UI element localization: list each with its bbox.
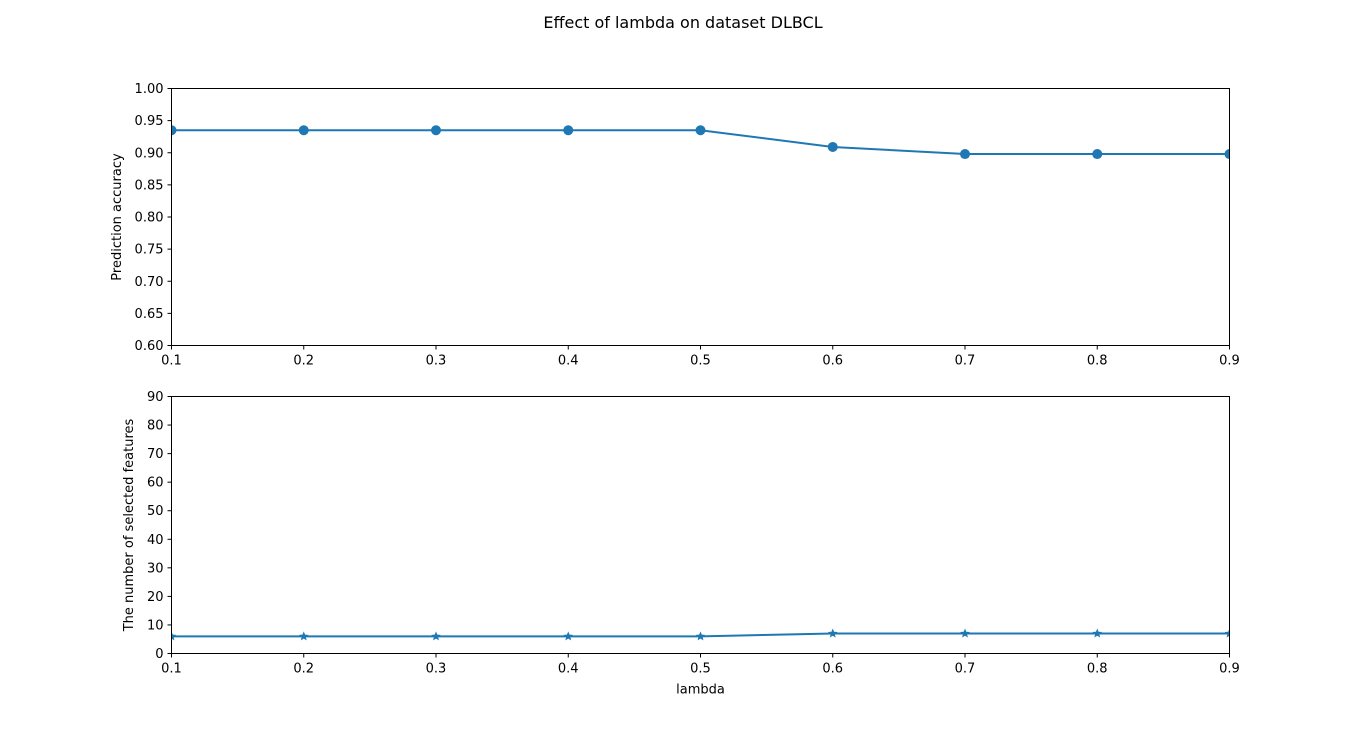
features-plot-area [171, 628, 1230, 641]
features-data-point [960, 628, 970, 638]
accuracy-plot-area [171, 125, 1230, 160]
y-tick-label: 0.70 [135, 275, 164, 290]
x-tick-label: 0.5 [690, 354, 711, 369]
accuracy-data-point [298, 125, 309, 136]
accuracy-x-axis: 0.1 0.2 0.3 0.4 0.5 0.6 0.7 0.8 0.9 [161, 345, 1240, 369]
y-tick-label: 60 [147, 476, 164, 491]
x-tick-label: 0.9 [1219, 354, 1240, 369]
y-tick-label: 30 [147, 561, 164, 576]
features-data-point [1092, 628, 1103, 638]
y-tick-label: 0.85 [135, 178, 164, 193]
x-tick-label: 0.9 [1219, 662, 1240, 677]
y-tick-label: 80 [147, 419, 164, 434]
y-tick-label: 1.00 [135, 82, 164, 97]
y-tick-label: 0.60 [135, 339, 164, 354]
y-tick-label: 40 [147, 533, 164, 548]
accuracy-data-point [695, 125, 706, 136]
x-tick-label: 0.3 [426, 354, 447, 369]
x-tick-label: 0.4 [558, 354, 579, 369]
y-tick-label: 0.75 [135, 243, 164, 258]
features-data-point [298, 631, 309, 641]
y-tick-label: 90 [147, 390, 164, 405]
accuracy-data-point [171, 125, 177, 136]
x-tick-label: 0.7 [955, 354, 976, 369]
accuracy-data-point [827, 141, 838, 152]
features-data-point [827, 628, 838, 638]
y-tick-label: 10 [147, 618, 164, 633]
features-data-point [1224, 628, 1230, 638]
x-tick-label: 0.5 [690, 662, 711, 677]
y-tick-label: 0 [155, 647, 163, 662]
features-y-axis: 0 10 20 30 40 50 60 70 80 90 [147, 390, 172, 662]
features-x-axis: 0.1 0.2 0.3 0.4 0.5 0.6 0.7 0.8 0.9 [161, 653, 1240, 677]
accuracy-data-point [431, 125, 441, 136]
y-tick-label: 0.65 [135, 307, 164, 322]
x-tick-label: 0.4 [558, 662, 579, 677]
x-tick-label: 0.3 [426, 662, 447, 677]
accuracy-data-point [1092, 149, 1103, 160]
y-tick-label: 0.90 [135, 146, 164, 161]
features-data-point [171, 631, 177, 641]
y-tick-label: 0.80 [135, 211, 164, 226]
features-y-axis-label: The number of selected features [122, 418, 137, 632]
features-plot-frame [171, 396, 1230, 654]
x-tick-label: 0.8 [1087, 662, 1108, 677]
x-tick-label: 0.2 [293, 662, 314, 677]
x-tick-label: 0.6 [822, 354, 843, 369]
accuracy-data-point [960, 149, 970, 160]
features-data-point [695, 631, 706, 641]
x-tick-label: 0.1 [161, 354, 182, 369]
x-tick-label: 0.8 [1087, 354, 1108, 369]
y-tick-label: 20 [147, 590, 164, 605]
x-tick-label: 0.7 [955, 662, 976, 677]
accuracy-subplot: 0.60 0.65 0.70 0.75 0.80 0.85 0.90 0.95 1.00 0.1… [110, 82, 1240, 369]
accuracy-data-point [563, 125, 574, 136]
accuracy-data-point [1224, 149, 1230, 160]
features-x-axis-label: lambda [676, 683, 725, 698]
figure-title: Effect of lambda on dataset DLBCL [543, 13, 822, 32]
y-tick-label: 50 [147, 504, 164, 519]
x-tick-label: 0.6 [822, 662, 843, 677]
accuracy-plot-frame [171, 88, 1230, 346]
y-tick-label: 0.95 [135, 114, 164, 129]
accuracy-y-axis-label: Prediction accuracy [110, 153, 125, 281]
features-data-point [563, 631, 574, 641]
y-tick-label: 70 [147, 447, 164, 462]
x-tick-label: 0.1 [161, 662, 182, 677]
x-tick-label: 0.2 [293, 354, 314, 369]
features-data-point [431, 631, 441, 641]
accuracy-y-axis: 0.60 0.65 0.70 0.75 0.80 0.85 0.90 0.95 1.00 [135, 82, 172, 354]
